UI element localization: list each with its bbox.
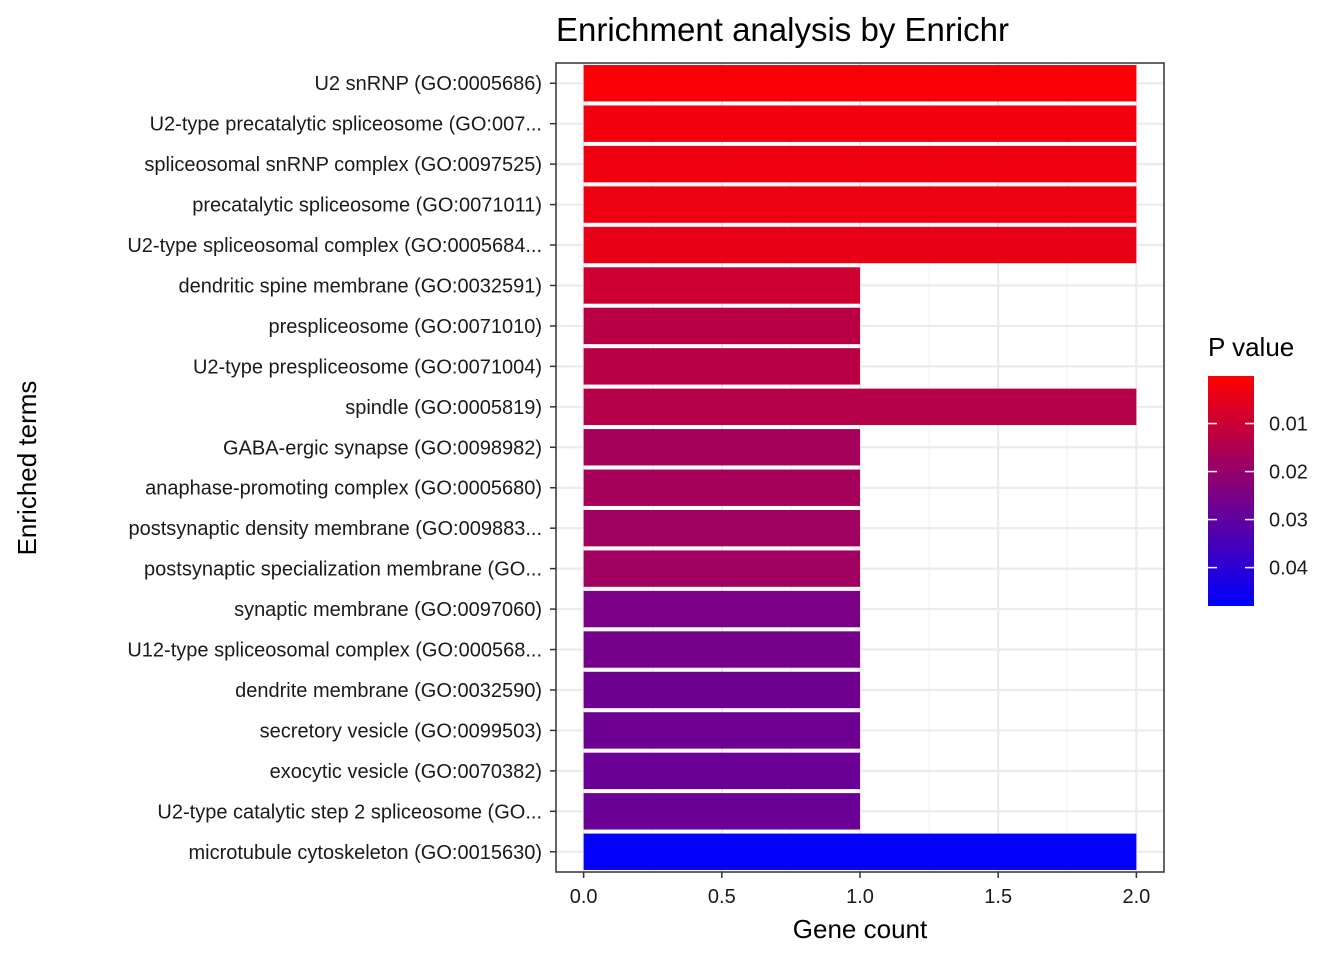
y-tick-label: spliceosomal snRNP complex (GO:0097525) — [144, 154, 542, 176]
bar — [583, 105, 1137, 142]
y-tick-label: precatalytic spliceosome (GO:0071011) — [192, 195, 542, 217]
y-tick-label: U2-type precatalytic spliceosome (GO:007… — [150, 114, 542, 136]
bar — [583, 509, 860, 547]
bar — [583, 671, 860, 709]
y-tick-label: dendrite membrane (GO:0032590) — [235, 680, 542, 702]
y-tick-label: anaphase-promoting complex (GO:0005680) — [145, 478, 542, 500]
bar — [583, 226, 1137, 264]
legend-tick-label: 0.04 — [1269, 558, 1308, 580]
legend-ticks: 0.01 0.02 0.03 0.04 — [1208, 414, 1308, 580]
y-tick-label: U2-type spliceosomal complex (GO:0005684… — [127, 235, 542, 257]
y-tick-label: microtubule cytoskeleton (GO:0015630) — [188, 842, 542, 864]
chart-title: Enrichment analysis by Enrichr — [556, 11, 1009, 48]
legend-tick-label: 0.02 — [1269, 462, 1308, 484]
x-tick-label: 1.5 — [984, 886, 1012, 908]
y-axis-title: Enriched terms — [12, 381, 42, 556]
bar — [583, 833, 1137, 870]
y-tick-label: secretory vesicle (GO:0099503) — [260, 720, 542, 742]
bar — [583, 65, 1137, 102]
legend-colorbar — [1208, 376, 1254, 606]
bar — [583, 267, 860, 304]
y-tick-label: U12-type spliceosomal complex (GO:000568… — [127, 640, 542, 662]
legend-tick-label: 0.01 — [1269, 414, 1308, 436]
y-tick-label: GABA-ergic synapse (GO:0098982) — [223, 437, 542, 459]
y-tick-label: spindle (GO:0005819) — [345, 397, 542, 419]
bar — [583, 429, 860, 466]
y-tick-label: postsynaptic specialization membrane (GO… — [144, 559, 542, 581]
legend-title: P value — [1208, 332, 1294, 362]
y-axis: U2 snRNP (GO:0005686) U2-type precatalyti… — [127, 73, 556, 864]
y-tick-label: synaptic membrane (GO:0097060) — [234, 599, 542, 621]
bar — [583, 145, 1137, 183]
bar — [583, 752, 860, 790]
y-tick-label: prespliceosome (GO:0071010) — [269, 316, 542, 338]
bar — [583, 469, 860, 506]
x-axis: 0.0 0.5 1.0 1.5 2.0 — [570, 872, 1150, 908]
y-tick-label: U2-type prespliceosome (GO:0071004) — [193, 356, 542, 378]
y-tick-label: exocytic vesicle (GO:0070382) — [270, 761, 542, 783]
x-tick-label: 1.0 — [846, 886, 874, 908]
bar — [583, 186, 1137, 223]
x-tick-label: 2.0 — [1122, 886, 1150, 908]
p-value-legend: P value 0.01 0.02 0.03 0.04 — [1208, 332, 1308, 606]
x-tick-label: 0.0 — [570, 886, 598, 908]
y-tick-label: U2 snRNP (GO:0005686) — [314, 73, 542, 95]
y-tick-label: dendritic spine membrane (GO:0032591) — [178, 275, 542, 297]
plot-panel — [555, 62, 1165, 873]
bar — [583, 793, 860, 830]
bar — [583, 348, 860, 385]
x-axis-title: Gene count — [793, 914, 928, 944]
bar — [583, 388, 1137, 426]
bar — [583, 712, 860, 749]
bar — [583, 307, 860, 345]
y-tick-label: U2-type catalytic step 2 spliceosome (GO… — [157, 801, 542, 823]
bar — [583, 550, 860, 587]
legend-tick-label: 0.03 — [1269, 510, 1308, 532]
y-tick-label: postsynaptic density membrane (GO:009883… — [128, 518, 542, 540]
bar — [583, 590, 860, 628]
x-tick-label: 0.5 — [708, 886, 736, 908]
bar — [583, 631, 860, 668]
